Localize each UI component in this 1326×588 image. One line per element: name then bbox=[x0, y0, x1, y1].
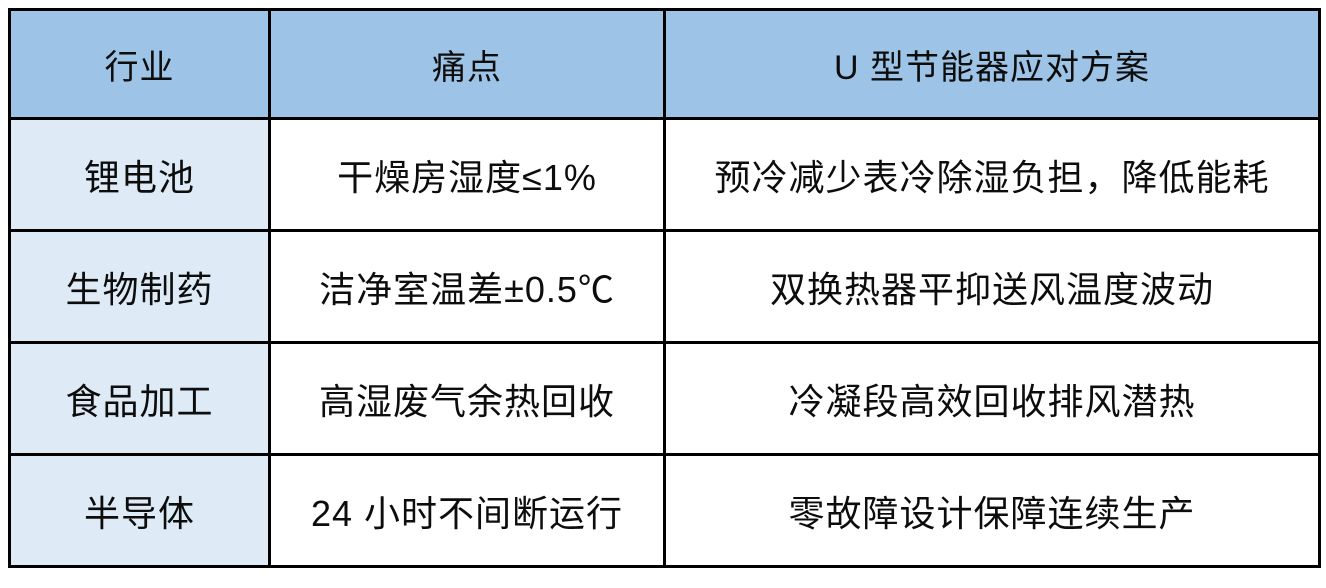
cell-solution: 预冷减少表冷除湿负担，降低能耗 bbox=[663, 117, 1321, 232]
cell-pain: 干燥房湿度≤1% bbox=[268, 117, 666, 232]
cell-industry: 锂电池 bbox=[8, 117, 271, 232]
cell-industry: 生物制药 bbox=[8, 229, 271, 344]
column-header-pain: 痛点 bbox=[268, 8, 666, 120]
industry-table-container: 行业 痛点 U 型节能器应对方案 锂电池 干燥房湿度≤1% 预冷减少表冷除湿负担… bbox=[8, 8, 1321, 568]
cell-industry: 食品加工 bbox=[8, 341, 271, 456]
table-row: 锂电池 干燥房湿度≤1% 预冷减少表冷除湿负担，降低能耗 bbox=[8, 117, 1321, 232]
cell-pain: 高湿废气余热回收 bbox=[268, 341, 666, 456]
industry-pain-solution-table: 行业 痛点 U 型节能器应对方案 锂电池 干燥房湿度≤1% 预冷减少表冷除湿负担… bbox=[8, 8, 1321, 568]
cell-industry: 半导体 bbox=[8, 453, 271, 568]
column-header-industry: 行业 bbox=[8, 8, 271, 120]
table-row: 食品加工 高湿废气余热回收 冷凝段高效回收排风潜热 bbox=[8, 341, 1321, 456]
table-row: 生物制药 洁净室温差±0.5℃ 双换热器平抑送风温度波动 bbox=[8, 229, 1321, 344]
cell-pain: 24 小时不间断运行 bbox=[268, 453, 666, 568]
cell-solution: 零故障设计保障连续生产 bbox=[663, 453, 1321, 568]
table-row: 半导体 24 小时不间断运行 零故障设计保障连续生产 bbox=[8, 453, 1321, 568]
cell-pain: 洁净室温差±0.5℃ bbox=[268, 229, 666, 344]
cell-solution: 冷凝段高效回收排风潜热 bbox=[663, 341, 1321, 456]
column-header-solution: U 型节能器应对方案 bbox=[663, 8, 1321, 120]
cell-solution: 双换热器平抑送风温度波动 bbox=[663, 229, 1321, 344]
header-row: 行业 痛点 U 型节能器应对方案 bbox=[8, 8, 1321, 120]
